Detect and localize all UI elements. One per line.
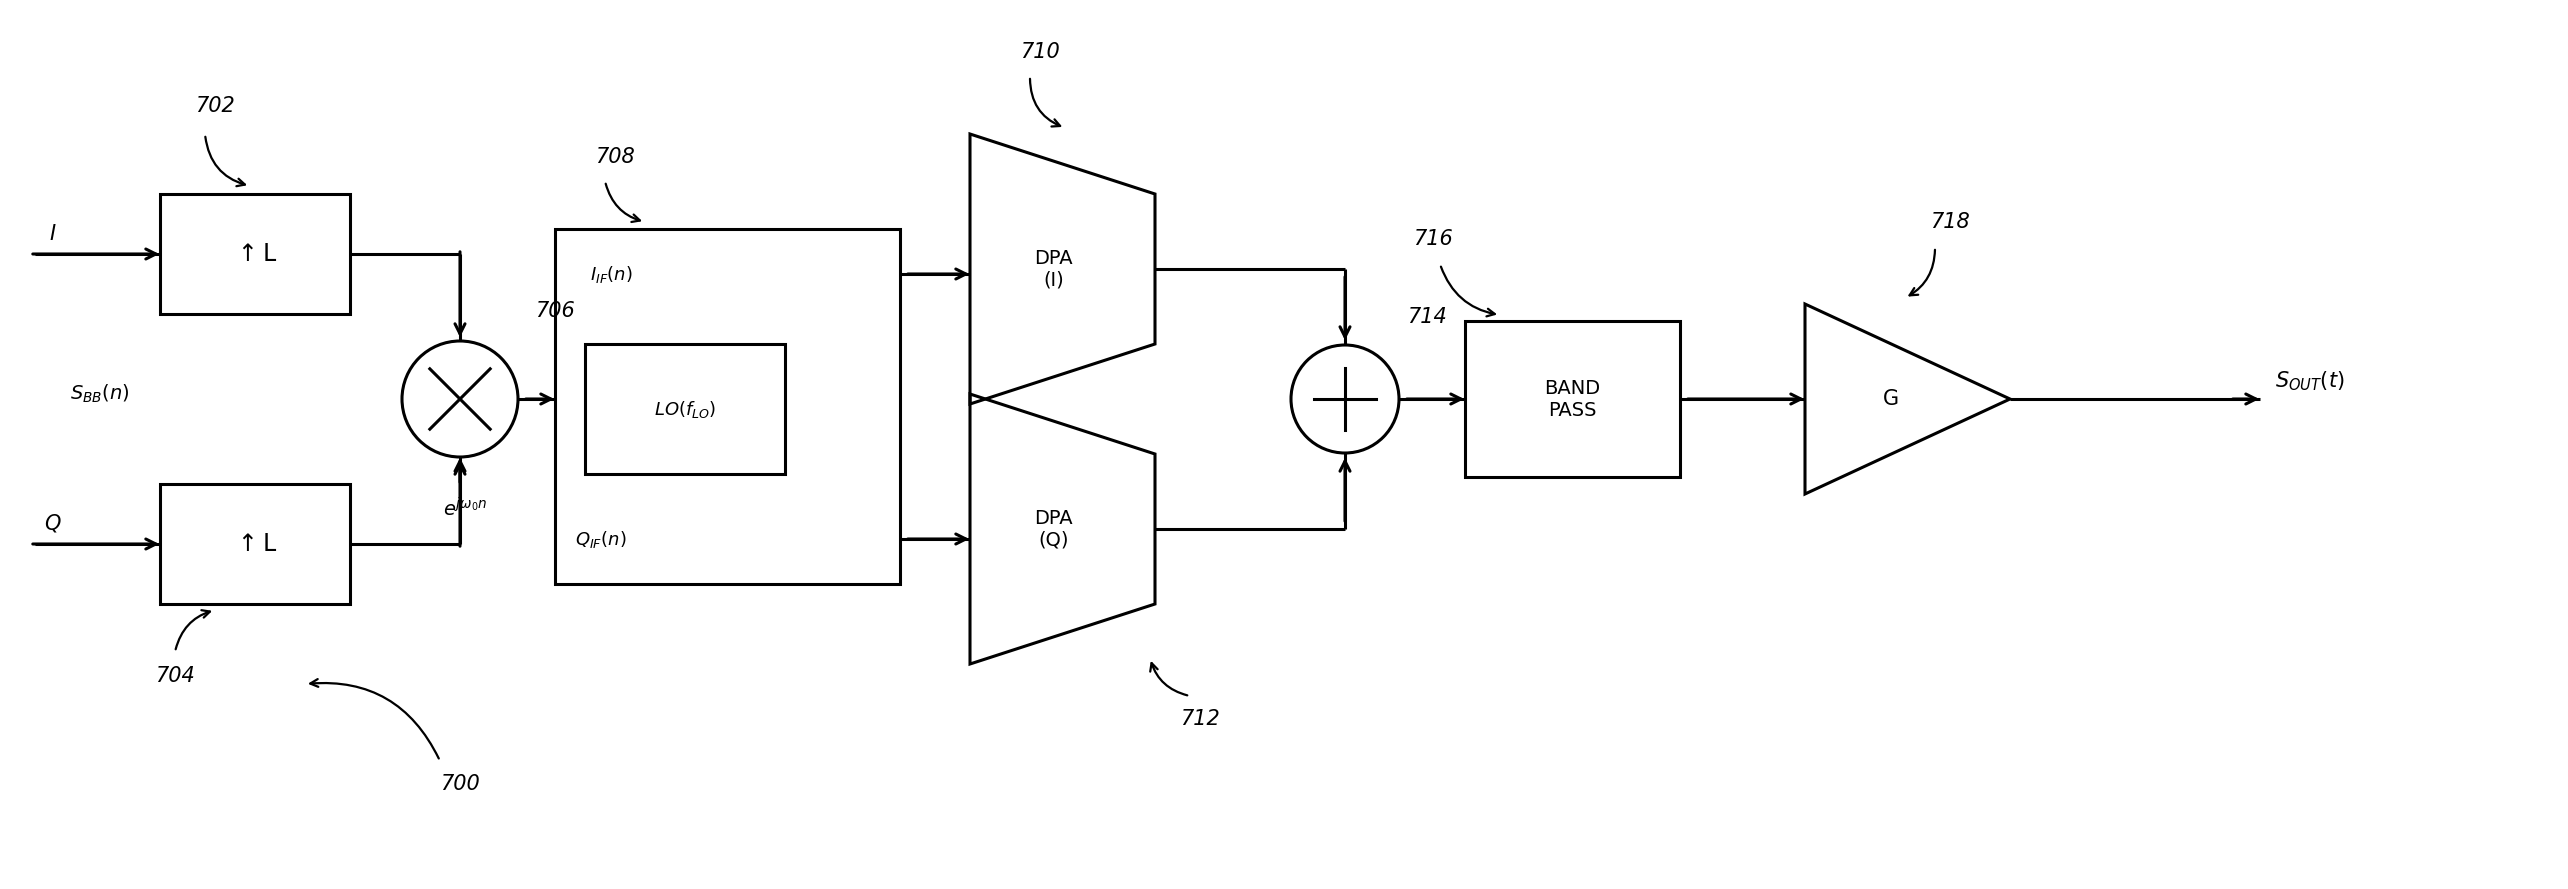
Text: BAND
PASS: BAND PASS <box>1543 379 1600 420</box>
Bar <box>1464 321 1679 477</box>
Text: $S_{OUT}(t)$: $S_{OUT}(t)$ <box>2275 369 2345 393</box>
Text: 708: 708 <box>596 147 634 167</box>
Text: 710: 710 <box>1019 42 1061 62</box>
Text: Q: Q <box>44 514 59 534</box>
Text: $\uparrow$L: $\uparrow$L <box>234 242 277 266</box>
Text: $LO(f_{LO})$: $LO(f_{LO})$ <box>655 398 716 420</box>
Text: DPA
(I): DPA (I) <box>1035 249 1073 290</box>
Text: $S_{BB}(n)$: $S_{BB}(n)$ <box>69 383 128 405</box>
Text: 714: 714 <box>1407 307 1446 327</box>
Text: $Q_{IF}(n)$: $Q_{IF}(n)$ <box>575 528 627 549</box>
Text: 718: 718 <box>1931 212 1970 232</box>
Bar <box>159 194 349 314</box>
Text: 700: 700 <box>439 774 480 794</box>
Bar <box>159 484 349 604</box>
Text: $e^{j\omega_0 n}$: $e^{j\omega_0 n}$ <box>442 498 488 521</box>
Text: DPA
(Q): DPA (Q) <box>1035 509 1073 549</box>
Text: 716: 716 <box>1412 229 1453 249</box>
Bar <box>586 344 786 474</box>
Text: $I_{IF}(n)$: $I_{IF}(n)$ <box>591 263 632 284</box>
Text: G: G <box>1882 389 1900 409</box>
Bar <box>555 229 899 584</box>
Text: 704: 704 <box>154 666 195 686</box>
Text: 706: 706 <box>534 301 575 321</box>
Text: $\uparrow$L: $\uparrow$L <box>234 532 277 556</box>
Text: 702: 702 <box>195 96 234 116</box>
Text: 712: 712 <box>1181 709 1220 729</box>
Text: I: I <box>49 224 54 244</box>
